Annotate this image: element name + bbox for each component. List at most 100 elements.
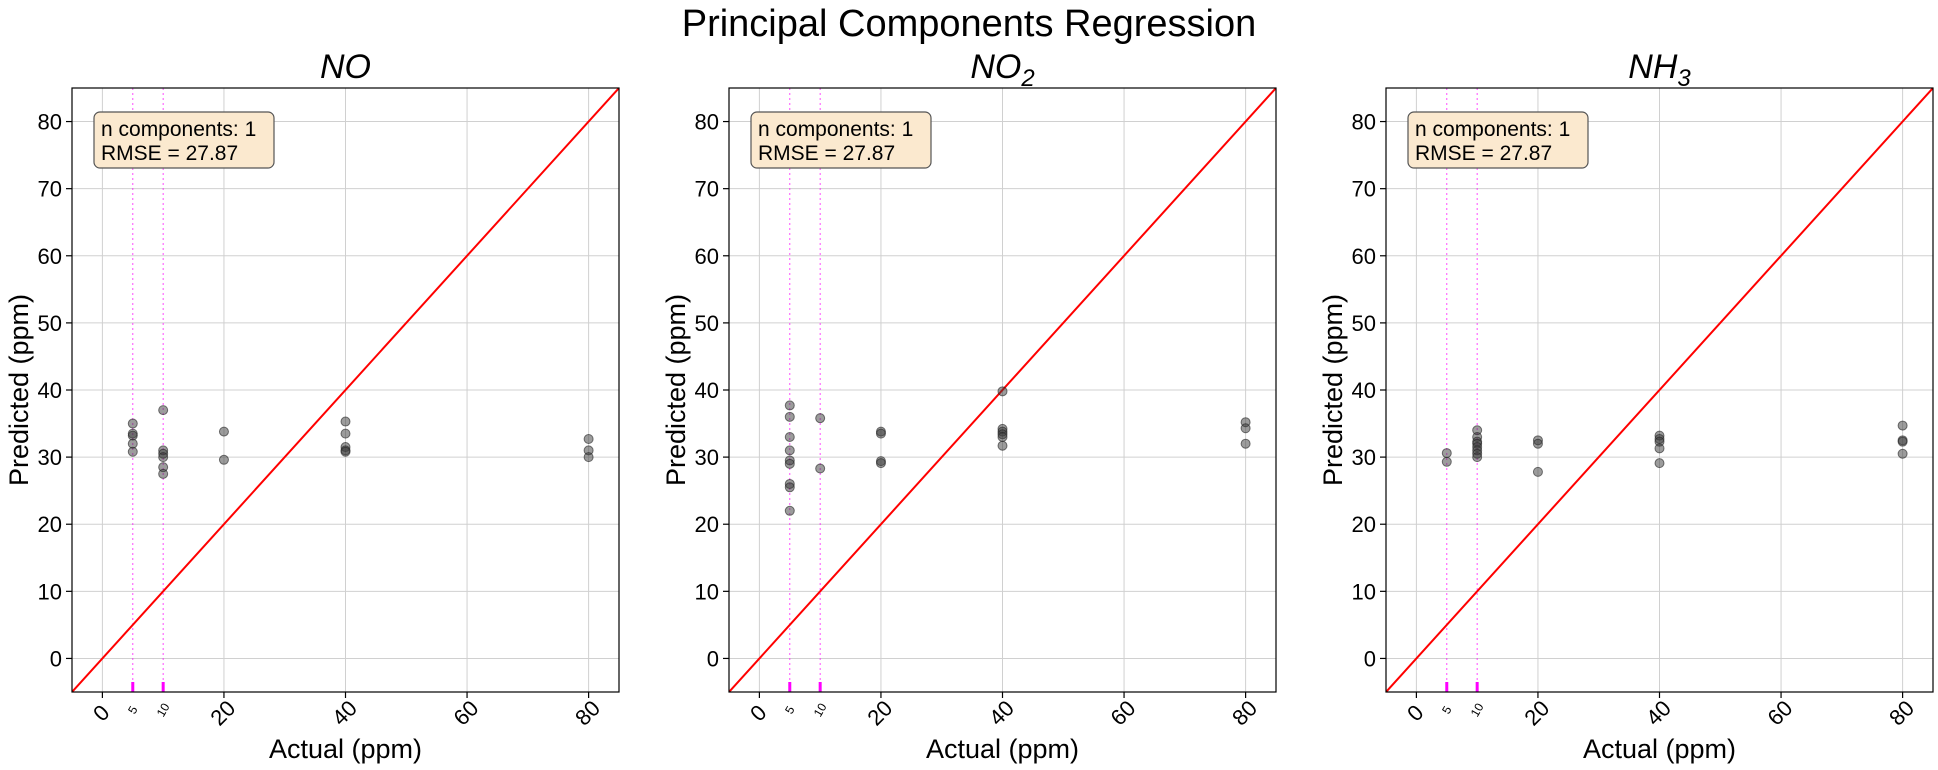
x-tick-label: 40 bbox=[1641, 695, 1676, 730]
x-tick-label: 60 bbox=[1105, 695, 1140, 730]
data-point bbox=[1897, 420, 1908, 431]
x-axis-label: Actual (ppm) bbox=[1583, 734, 1736, 764]
y-tick-label: 0 bbox=[707, 646, 719, 671]
panel-title: NO bbox=[320, 48, 371, 86]
y-tick-label: 20 bbox=[695, 512, 719, 537]
annotation-rmse: RMSE = 27.87 bbox=[758, 142, 895, 165]
data-point bbox=[340, 416, 351, 427]
annotation-components: n components: 1 bbox=[758, 118, 913, 141]
annotation-box bbox=[750, 111, 932, 169]
data-point bbox=[340, 446, 351, 457]
data-point bbox=[784, 505, 795, 516]
x-tick-label: 0 bbox=[88, 700, 114, 726]
annotation-box bbox=[1407, 111, 1589, 169]
data-point bbox=[583, 433, 594, 444]
data-point bbox=[1240, 423, 1251, 434]
x-minor-tick-label: 5 bbox=[782, 703, 798, 716]
y-tick-label: 0 bbox=[1364, 646, 1376, 671]
x-tick-label: 0 bbox=[745, 700, 771, 726]
x-tick-label: 80 bbox=[570, 695, 605, 730]
x-minor-tick-label: 10 bbox=[811, 700, 830, 719]
y-tick-label: 60 bbox=[695, 244, 719, 269]
data-point bbox=[158, 468, 169, 479]
y-tick-label: 50 bbox=[695, 311, 719, 336]
data-point bbox=[815, 463, 826, 474]
y-tick-label: 60 bbox=[1352, 244, 1376, 269]
data-point bbox=[218, 454, 229, 465]
annotation-rmse: RMSE = 27.87 bbox=[1415, 142, 1552, 165]
data-point bbox=[784, 445, 795, 456]
y-tick-label: 80 bbox=[1352, 110, 1376, 135]
y-tick-label: 80 bbox=[38, 110, 62, 135]
data-point bbox=[1897, 448, 1908, 459]
x-tick-label: 20 bbox=[1519, 695, 1554, 730]
y-tick-label: 50 bbox=[38, 311, 62, 336]
data-point bbox=[997, 440, 1008, 451]
data-point bbox=[158, 452, 169, 463]
data-point bbox=[127, 418, 138, 429]
y-tick-label: 10 bbox=[38, 579, 62, 604]
x-minor-tick-label: 10 bbox=[1468, 700, 1487, 719]
x-tick-label: 80 bbox=[1884, 695, 1919, 730]
x-tick-label: 20 bbox=[205, 695, 240, 730]
data-point bbox=[1472, 452, 1483, 463]
y-tick-label: 10 bbox=[695, 579, 719, 604]
data-point bbox=[784, 458, 795, 469]
data-point bbox=[340, 428, 351, 439]
data-point bbox=[583, 452, 594, 463]
y-axis-label: Predicted (ppm) bbox=[4, 294, 34, 486]
annotation-rmse: RMSE = 27.87 bbox=[101, 142, 238, 165]
data-point bbox=[1441, 456, 1452, 467]
data-point bbox=[1240, 438, 1251, 449]
data-point bbox=[127, 446, 138, 457]
x-minor-tick-label: 10 bbox=[154, 700, 173, 719]
identity-line bbox=[1386, 88, 1933, 692]
x-tick-label: 0 bbox=[1402, 700, 1428, 726]
data-point bbox=[1441, 448, 1452, 459]
y-tick-label: 40 bbox=[1352, 378, 1376, 403]
panel-title: NO2 bbox=[970, 48, 1034, 92]
data-point bbox=[997, 431, 1008, 442]
data-point bbox=[784, 431, 795, 442]
data-point bbox=[784, 411, 795, 422]
x-tick-label: 60 bbox=[1762, 695, 1797, 730]
x-tick-label: 40 bbox=[984, 695, 1019, 730]
x-tick-label: 40 bbox=[327, 695, 362, 730]
data-point bbox=[1532, 466, 1543, 477]
y-tick-label: 50 bbox=[1352, 311, 1376, 336]
panel-2: 0 10 20 30 40 50 60 70 80 0 20 40 60 80 5 10 Actual (ppm… bbox=[661, 48, 1277, 764]
y-tick-label: 70 bbox=[38, 177, 62, 202]
data-point bbox=[784, 400, 795, 411]
panel-title: NH3 bbox=[1628, 48, 1691, 92]
data-point bbox=[1897, 436, 1908, 447]
x-tick-label: 60 bbox=[448, 695, 483, 730]
x-axis-label: Actual (ppm) bbox=[926, 734, 1079, 764]
y-tick-label: 40 bbox=[695, 378, 719, 403]
data-point bbox=[1532, 438, 1543, 449]
x-minor-tick-label: 5 bbox=[125, 703, 141, 716]
panel-3: 0 10 20 30 40 50 60 70 80 0 20 40 60 80 5 10 Actual (ppm… bbox=[1318, 48, 1934, 764]
y-tick-label: 70 bbox=[695, 177, 719, 202]
data-point bbox=[784, 482, 795, 493]
y-tick-label: 10 bbox=[1352, 579, 1376, 604]
annotation-box bbox=[93, 111, 275, 169]
data-point bbox=[997, 386, 1008, 397]
data-point bbox=[158, 405, 169, 416]
data-point bbox=[815, 413, 826, 424]
y-tick-label: 0 bbox=[50, 646, 62, 671]
y-tick-label: 30 bbox=[38, 445, 62, 470]
x-minor-tick-label: 5 bbox=[1439, 703, 1455, 716]
data-point bbox=[875, 428, 886, 439]
y-tick-label: 20 bbox=[1352, 512, 1376, 537]
identity-line bbox=[72, 88, 619, 692]
y-tick-label: 70 bbox=[1352, 177, 1376, 202]
figure-title: Principal Components Regression bbox=[682, 3, 1257, 45]
panel-1: 0 10 20 30 40 50 60 70 80 0 20 40 60 80 5 10 Actual (ppm… bbox=[4, 48, 620, 764]
annotation-components: n components: 1 bbox=[101, 118, 256, 141]
data-point bbox=[218, 426, 229, 437]
y-tick-label: 80 bbox=[695, 110, 719, 135]
y-axis-label: Predicted (ppm) bbox=[661, 294, 691, 486]
y-tick-label: 30 bbox=[1352, 445, 1376, 470]
